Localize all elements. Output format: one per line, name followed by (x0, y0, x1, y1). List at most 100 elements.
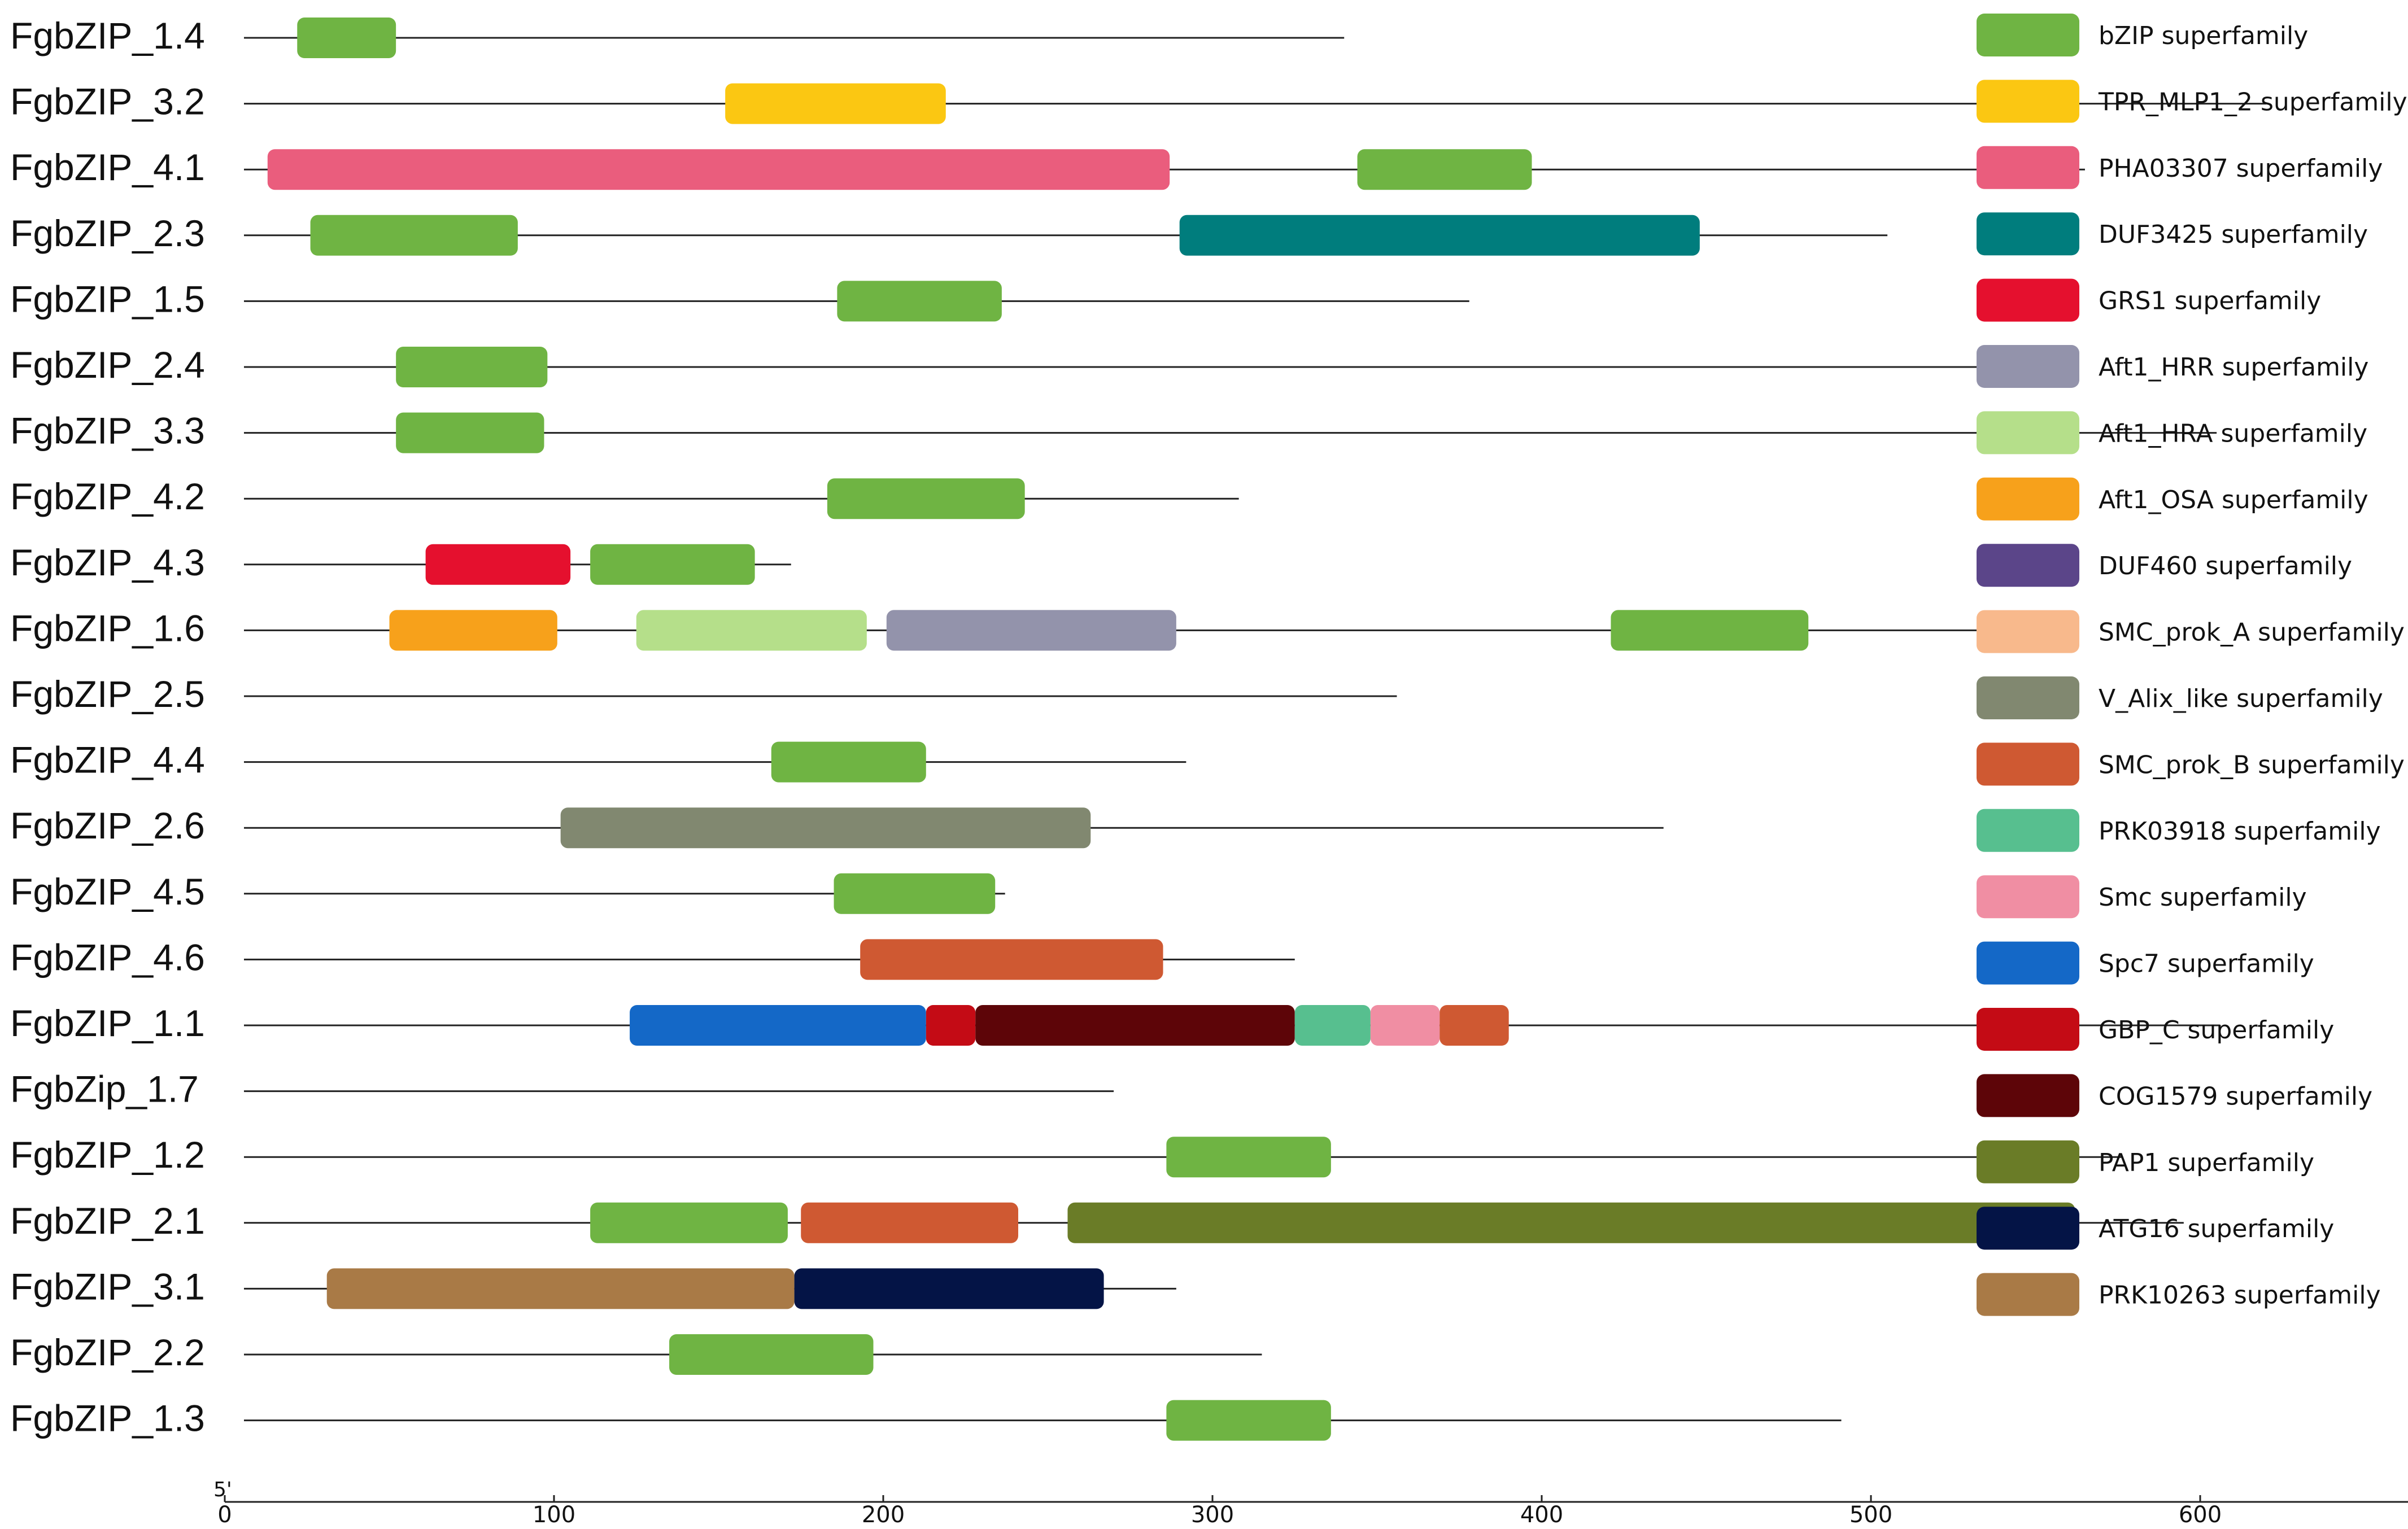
domain-bar (396, 347, 548, 387)
legend-swatch (1977, 14, 2079, 56)
gene-row: FgbZIP_4.4 (10, 739, 1186, 783)
gene-label: FgbZIP_1.2 (10, 1134, 205, 1176)
domain-bar (860, 939, 1163, 980)
legend-item: ATG16 superfamily (1977, 1207, 2334, 1250)
legend-item: DUF3425 superfamily (1977, 212, 2368, 256)
legend-label: Aft1_OSA superfamily (2099, 486, 2368, 514)
gene-label: FgbZip_1.7 (10, 1068, 199, 1110)
gene-label: FgbZIP_4.6 (10, 936, 205, 978)
legend-label: GBP_C superfamily (2099, 1016, 2334, 1045)
legend-item: Aft1_OSA superfamily (1977, 477, 2368, 521)
gene-label: FgbZIP_1.3 (10, 1397, 205, 1439)
legend-swatch (1977, 477, 2079, 521)
gene-label: FgbZIP_2.4 (10, 344, 205, 386)
axis-start-label: 5' (213, 1478, 232, 1501)
legend-label: SMC_prok_A superfamily (2099, 618, 2405, 647)
gene-rows: FgbZIP_1.4 FgbZIP_3.2 FgbZIP_4.1 FgbZIP_2.3… (10, 15, 2266, 1441)
legend-label: DUF3425 superfamily (2099, 220, 2368, 249)
legend-label: ATG16 superfamily (2099, 1215, 2334, 1243)
legend-swatch (1977, 875, 2079, 919)
legend-item: PRK10263 superfamily (1977, 1273, 2381, 1316)
legend-label: PHA03307 superfamily (2099, 154, 2383, 183)
legend-item: Smc superfamily (1977, 875, 2307, 919)
gene-label: FgbZIP_2.3 (10, 212, 205, 254)
gene-label: FgbZIP_4.4 (10, 739, 205, 781)
legend-label: PAP1 superfamily (2099, 1148, 2314, 1177)
gene-row: FgbZIP_4.1 (10, 146, 2085, 190)
domain-bar (590, 544, 755, 585)
gene-row: FgbZip_1.7 (10, 1068, 1114, 1110)
gene-row: FgbZIP_1.4 (10, 15, 1345, 58)
domain-bar (1611, 610, 1809, 651)
legend-swatch (1977, 1074, 2079, 1117)
legend-item: TPR_MLP1_2 superfamily (1977, 80, 2407, 123)
domain-bar (975, 1005, 1295, 1046)
tick-label: 500 (1849, 1502, 1892, 1528)
domain-bar (1357, 149, 1532, 190)
domain-bar (725, 83, 946, 124)
gene-row: FgbZIP_2.5 (10, 673, 1397, 715)
domain-bar (1294, 1005, 1371, 1046)
legend-swatch (1977, 80, 2079, 123)
legend-item: Spc7 superfamily (1977, 941, 2314, 985)
gene-row: FgbZIP_1.2 (10, 1134, 2122, 1178)
legend-item: PRK03918 superfamily (1977, 809, 2381, 852)
legend-label: GRS1 superfamily (2099, 287, 2321, 316)
domain-bar (886, 610, 1176, 651)
legend-label: TPR_MLP1_2 superfamily (2098, 88, 2407, 116)
domain-bar (636, 610, 867, 651)
legend-swatch (1977, 676, 2079, 719)
legend-swatch (1977, 610, 2079, 653)
gene-row: FgbZIP_2.3 (10, 212, 1888, 256)
domain-bar (1166, 1400, 1331, 1441)
legend-item: Aft1_HRA superfamily (1977, 411, 2367, 455)
legend-swatch (1977, 212, 2079, 256)
gene-label: FgbZIP_4.2 (10, 475, 205, 517)
legend-item: DUF460 superfamily (1977, 544, 2352, 587)
legend-label: bZIP superfamily (2099, 21, 2308, 50)
legend-swatch (1977, 278, 2079, 322)
legend-label: COG1579 superfamily (2099, 1082, 2372, 1111)
domain-bar (326, 1268, 795, 1309)
legend-item: GBP_C superfamily (1977, 1008, 2334, 1051)
domain-bar (630, 1005, 926, 1046)
domain-bar (801, 1202, 1019, 1243)
legend-swatch (1977, 146, 2079, 189)
gene-label: FgbZIP_4.1 (10, 146, 205, 188)
gene-row: FgbZIP_1.6 (10, 607, 1987, 651)
gene-label: FgbZIP_2.1 (10, 1200, 205, 1242)
legend-label: V_Alix_like superfamily (2099, 684, 2383, 713)
domain-bar (1179, 215, 1700, 256)
gene-label: FgbZIP_4.5 (10, 871, 205, 912)
legend-swatch (1977, 1273, 2079, 1316)
gene-row: FgbZIP_2.6 (10, 805, 1664, 849)
gene-label: FgbZIP_1.5 (10, 278, 205, 320)
legend-label: PRK10263 superfamily (2099, 1281, 2381, 1310)
domain-bar (425, 544, 571, 585)
tick-label: 300 (1191, 1502, 1234, 1528)
domain-bar (771, 741, 926, 783)
domain-bar (834, 873, 996, 914)
domain-bar (297, 18, 396, 58)
domain-bar (837, 281, 1002, 322)
gene-row: FgbZIP_1.1 (10, 1002, 2220, 1046)
domain-bar (669, 1334, 874, 1375)
tick-label: 200 (862, 1502, 905, 1528)
legend-label: DUF460 superfamily (2099, 552, 2352, 580)
gene-label: FgbZIP_2.2 (10, 1331, 205, 1373)
legend-swatch (1977, 345, 2079, 388)
gene-row: FgbZIP_3.1 (10, 1265, 1176, 1309)
legend-item: Aft1_HRR superfamily (1977, 345, 2368, 388)
domain-bar (267, 149, 1170, 190)
gene-row: FgbZIP_1.5 (10, 278, 1469, 322)
legend-item: PHA03307 superfamily (1977, 146, 2383, 189)
legend-swatch (1977, 411, 2079, 455)
gene-label: FgbZIP_2.6 (10, 805, 205, 846)
legend-label: Aft1_HRR superfamily (2099, 353, 2368, 382)
tick-label: 600 (2179, 1502, 2222, 1528)
domain-bar (1166, 1137, 1331, 1178)
legend-item: bZIP superfamily (1977, 14, 2308, 56)
gene-label: FgbZIP_3.3 (10, 410, 205, 452)
gene-label: FgbZIP_3.1 (10, 1265, 205, 1307)
legend-item: SMC_prok_B superfamily (1977, 742, 2405, 786)
